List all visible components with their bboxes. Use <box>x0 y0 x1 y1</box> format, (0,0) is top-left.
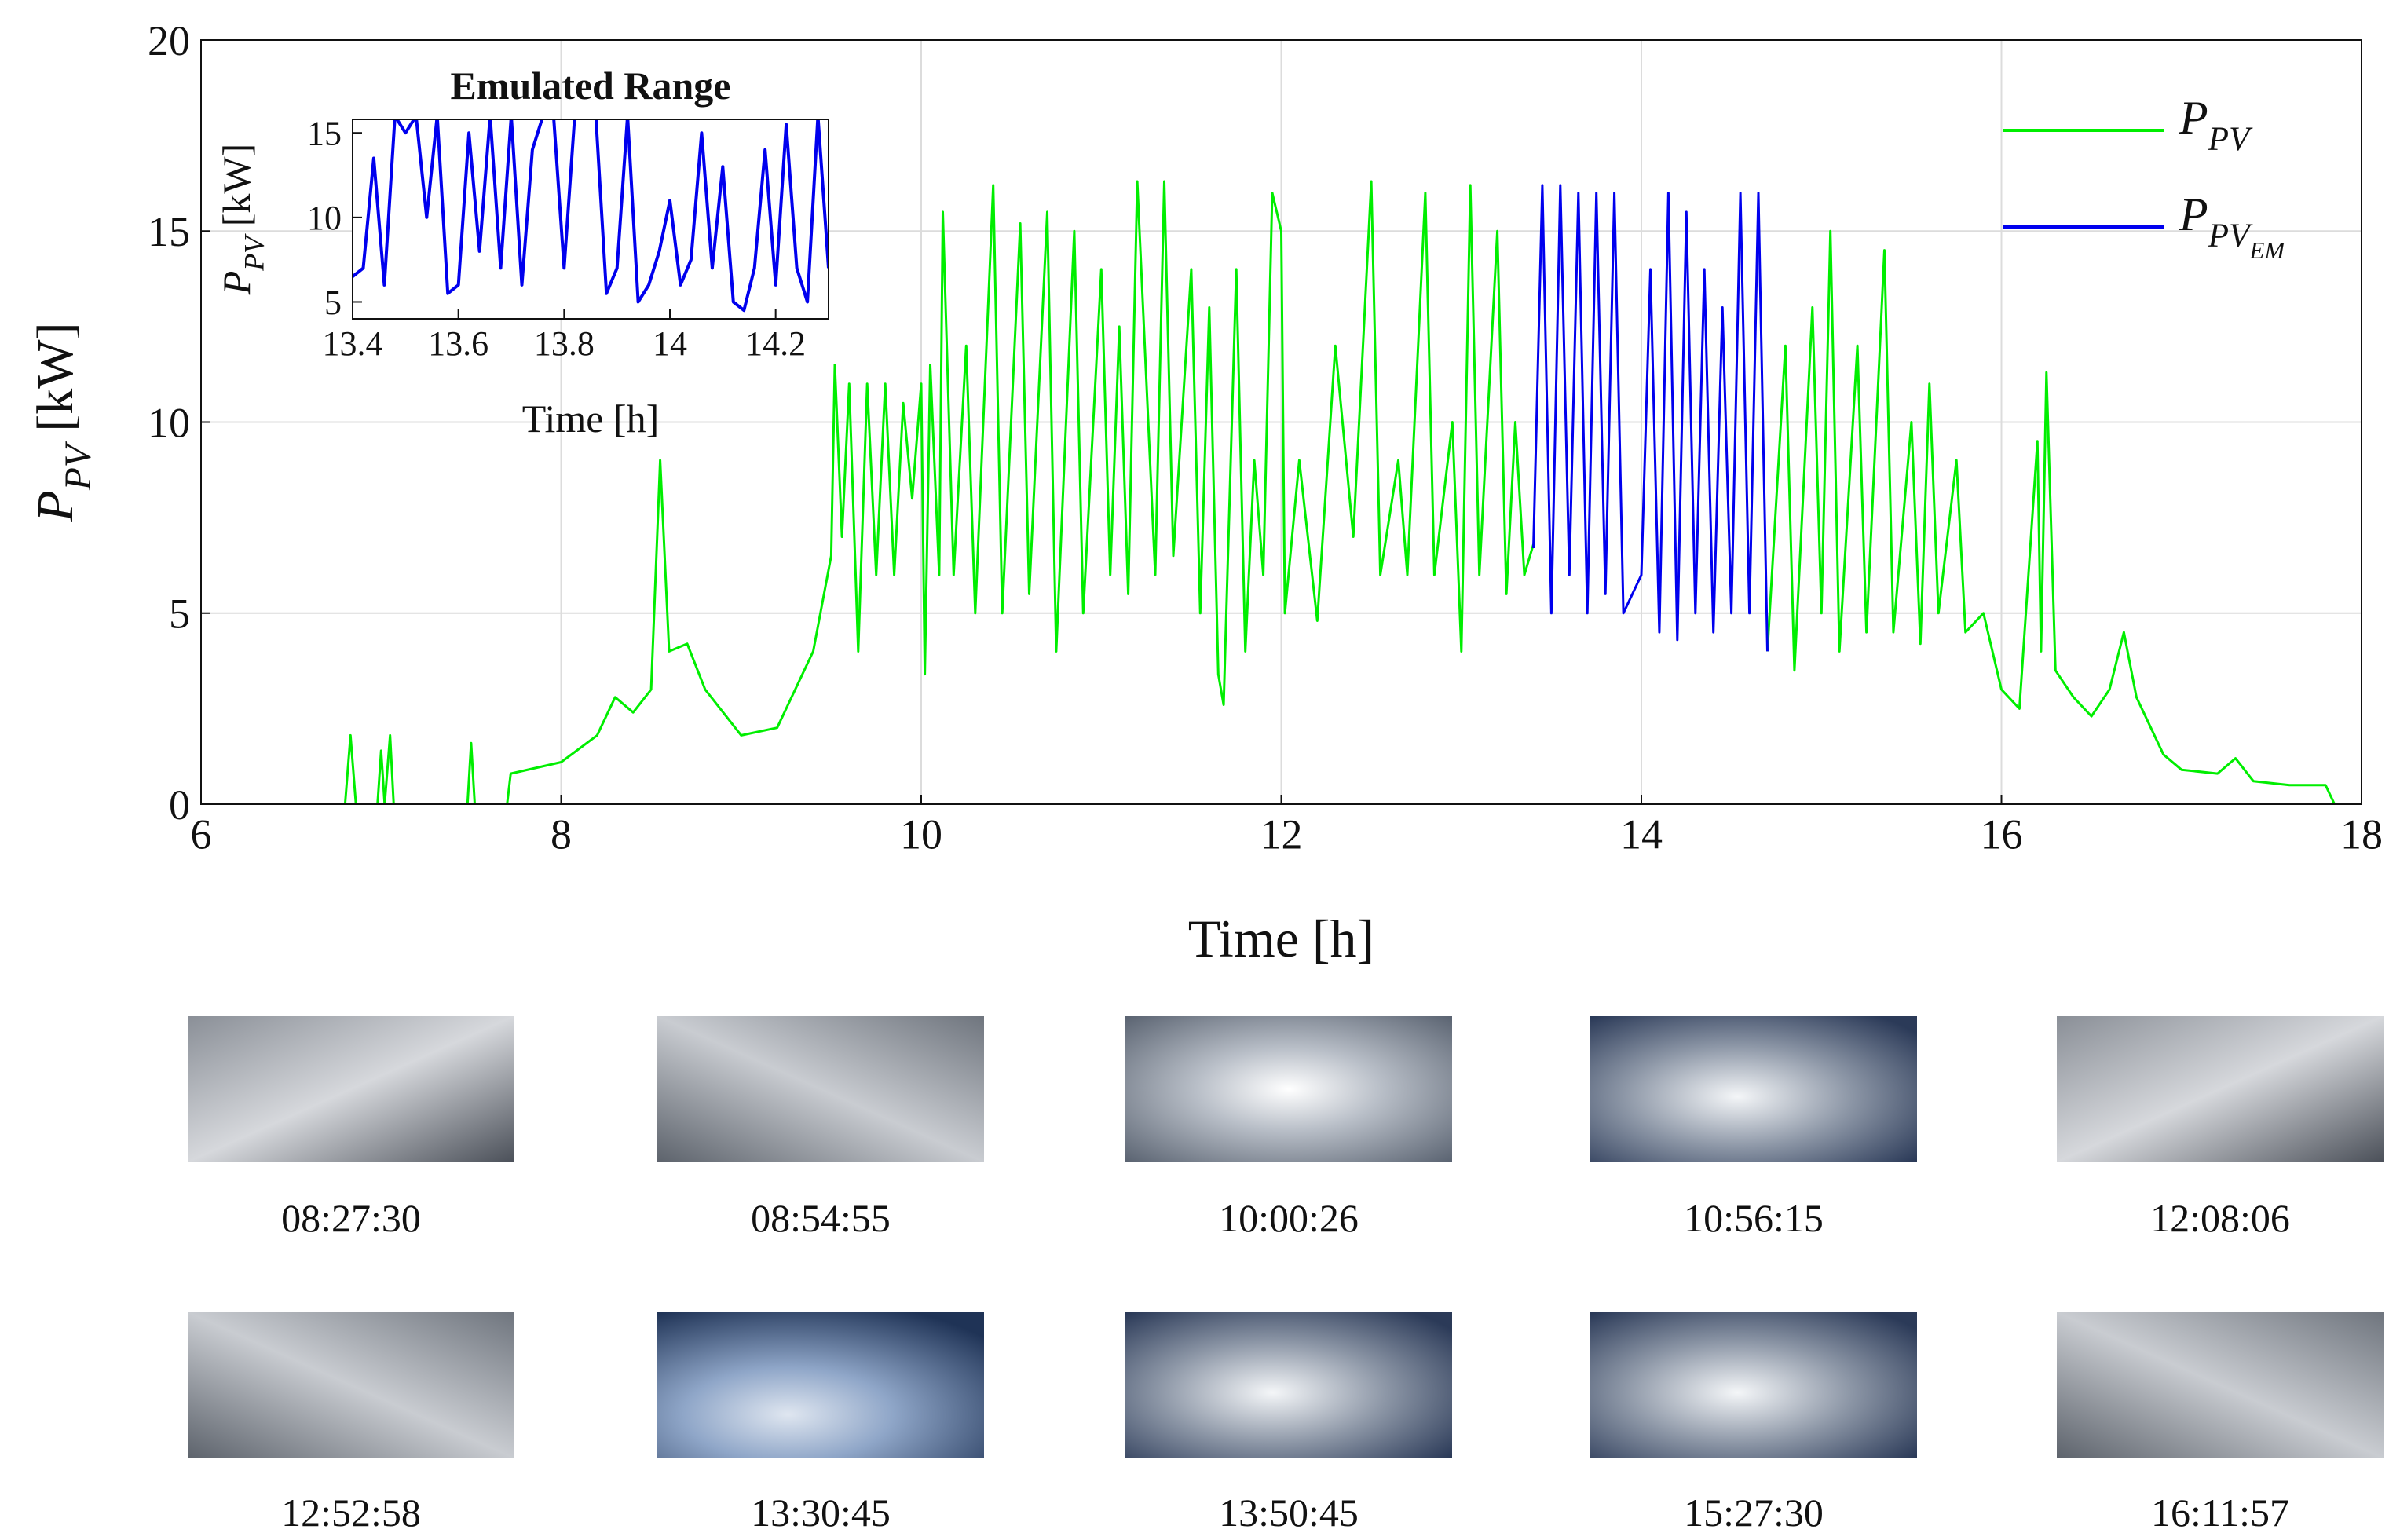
x-tick-label: 16 <box>1981 811 2023 858</box>
photo-grid: 08:27:30 08:54:55 10:00:26 10:56:15 12:08:06… <box>188 1016 2384 1535</box>
inset-background <box>353 119 829 319</box>
sky-photo <box>2057 1312 2384 1458</box>
series-group <box>353 119 829 313</box>
photo-timestamp: 13:30:45 <box>751 1491 891 1535</box>
photo-timestamp: 12:08:06 <box>2150 1196 2290 1240</box>
plot-frame <box>352 119 829 320</box>
photo-timestamp: 10:00:26 <box>1219 1196 1359 1240</box>
x-tick-label: 6 <box>191 811 212 858</box>
inset-title: Emulated Range <box>451 64 731 108</box>
sky-photo <box>657 1016 984 1162</box>
sky-photo <box>1125 1312 1452 1458</box>
x-tick-label: 13.8 <box>534 324 595 363</box>
y-axis-title: PPV [kW] <box>27 322 99 522</box>
y-tick-label: 10 <box>307 199 342 237</box>
y-tick-label: 15 <box>307 115 342 153</box>
photo-timestamp: 08:54:55 <box>751 1196 891 1240</box>
photo-timestamp: 15:27:30 <box>1684 1491 1824 1535</box>
chart: 13.4 13.6 13.8 14 14.2 5 10 15 Emulated Range Tim… <box>214 64 829 441</box>
x-tick-label: 10 <box>900 811 942 858</box>
series-group <box>201 180 2362 804</box>
data-line <box>1532 184 1769 652</box>
photo-timestamp: 10:56:15 <box>1684 1196 1824 1240</box>
y-axis-title: PPV [kW] <box>214 144 270 296</box>
sky-photo <box>1590 1016 1917 1162</box>
data-line <box>201 180 2362 804</box>
photo-timestamp: 08:27:30 <box>281 1196 421 1240</box>
x-axis-title: Time [h] <box>522 397 660 441</box>
sky-photo <box>657 1312 984 1458</box>
x-tick-label: 12 <box>1260 811 1303 858</box>
x-tick-label: 18 <box>2340 811 2383 858</box>
photo-timestamp: 16:11:57 <box>2151 1491 2289 1535</box>
x-tick-label: 14.2 <box>745 324 806 363</box>
sky-photo <box>188 1016 514 1162</box>
photo-timestamp: 13:50:45 <box>1219 1491 1359 1535</box>
y-tick-label: 20 <box>148 17 190 64</box>
x-tick-label: 13.6 <box>428 324 488 363</box>
legend-label: PPVEM <box>2179 188 2286 264</box>
x-tick-label: 8 <box>551 811 572 858</box>
x-tick-label: 14 <box>1620 811 1663 858</box>
legend-label: PPV <box>2179 92 2253 158</box>
data-line <box>353 119 829 313</box>
sky-photo <box>188 1312 514 1458</box>
plot-frame <box>200 39 2362 805</box>
photo-timestamp: 12:52:58 <box>281 1491 421 1535</box>
sky-photo <box>1125 1016 1452 1162</box>
sky-photo <box>1590 1312 1917 1458</box>
x-tick-label: 13.4 <box>323 324 383 363</box>
y-tick-label: 10 <box>148 399 190 446</box>
y-tick-label: 0 <box>169 781 190 829</box>
y-tick-label: 15 <box>148 208 190 255</box>
x-axis-title: Time [h] <box>1188 909 1374 968</box>
x-tick-label: 14 <box>653 324 687 363</box>
sky-photo <box>2057 1016 2384 1162</box>
y-tick-label: 5 <box>169 591 190 638</box>
y-tick-label: 5 <box>324 283 342 322</box>
